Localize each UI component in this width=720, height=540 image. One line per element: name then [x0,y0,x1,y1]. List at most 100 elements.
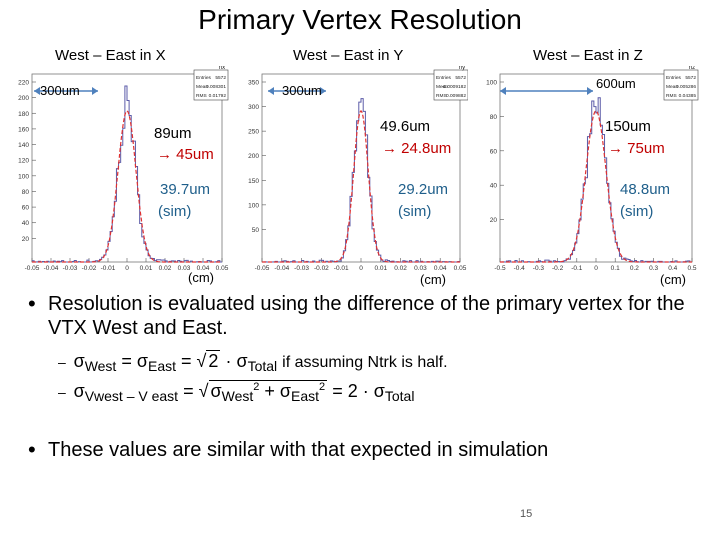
unit-x: (cm) [188,270,214,285]
stats-label: RMS [196,93,207,99]
bullet-2: These values are similar with that expec… [48,439,549,461]
x-tick-label: -0.03 [294,265,309,272]
stats-label: Mean [666,84,678,90]
y-tick-label: 350 [248,80,259,87]
x-tick-label: -0.04 [274,265,289,272]
y-tick-label: 120 [18,158,29,165]
x-tick-label: 0.04 [197,265,210,272]
stats-label: Entries [196,75,212,81]
res-sim-y: 29.2um [398,181,449,198]
x-tick-label: -0.3 [533,265,545,272]
res-data-z: 150um [605,118,651,135]
x-tick-label: 0.01 [374,265,387,272]
x-tick-label: -0.5 [494,265,506,272]
res-data-y: 49.6um [380,118,431,135]
plot-z-label: West – East in Z [533,47,643,64]
stats-box [193,69,229,101]
x-tick-label: -0.05 [255,265,270,272]
y-tick-label: 60 [490,148,498,155]
stats-value: 0.008301 [206,84,226,90]
y-tick-label: 100 [18,173,29,180]
y-tick-label: 200 [248,153,259,160]
unit-y: (cm) [420,272,446,287]
stats-value: 0.01792 [209,93,227,99]
x-tick-label: 0.2 [630,265,639,272]
x-tick-label: -0.01 [334,265,349,272]
stats-value: 0.04385 [679,93,697,99]
y-tick-label: 300 [248,104,259,111]
stats-value: -0.0009182 [442,84,467,90]
stats-label: Entries [666,75,682,81]
x-tick-label: 0 [594,265,598,272]
y-tick-label: 40 [22,220,30,227]
x-tick-label: 0.03 [414,265,427,272]
slide-title: Primary Vertex Resolution [198,4,522,35]
x-tick-label: -0.02 [82,265,97,272]
arrow-right-icon: → [608,140,628,157]
y-tick-label: 220 [18,80,29,87]
y-tick-label: 250 [248,129,259,136]
res-corrected-x: → 45um [157,146,214,163]
fit-curve [32,110,222,263]
x-tick-label: 0.04 [434,265,447,272]
res-corrected-y: → 24.8um [382,140,452,157]
plot-frame [499,73,693,263]
stats-name: hz [689,66,695,71]
x-tick-label: -0.2 [552,265,564,272]
x-tick-label: 0.02 [159,265,172,272]
x-tick-label: -0.1 [571,265,583,272]
bullet-dot-icon: • [28,291,36,316]
stats-box [663,69,699,101]
stats-label: RMS [436,93,447,99]
x-tick-label: 0.3 [649,265,658,272]
formula-2: – σVwest – V east = √ σWest2 + σEast2 = 2… [58,380,415,404]
plot-y-label: West – East in Y [293,47,404,64]
plot-frame [261,73,461,263]
y-tick-label: 80 [22,189,30,196]
stats-label: RMS [666,93,677,99]
stats-name: hy [459,66,465,71]
arrow-left-icon [500,87,506,95]
x-tick-label: 0 [125,265,129,272]
x-tick-label: 0.5 [687,265,696,272]
histogram-y: 350 300 250 200 150 100 50 -0.05 -0.04 -0.03 -0.02… [248,66,468,272]
fit-curve [500,110,692,263]
arrow-right-icon [320,87,326,95]
y-tick-label: 160 [18,126,29,133]
x-tick-label: 0.05 [216,265,229,272]
sim-label-y: (sim) [398,203,432,220]
width-marker-z: 600um [596,76,636,91]
unit-z: (cm) [660,272,686,287]
arrow-right-icon [587,87,593,95]
x-tick-label: 0.4 [668,265,677,272]
res-sim-z: 48.8um [620,181,671,198]
arrow-right-icon [92,87,98,95]
y-tick-label: 150 [248,178,259,185]
res-sim-x: 39.7um [160,181,211,198]
stats-value: 5572 [685,75,696,81]
res-corrected-z: → 75um [608,140,665,157]
y-tick-label: 40 [490,183,498,190]
width-marker-y: 300um [282,83,322,98]
bullet-dot-icon: • [28,437,36,462]
x-tick-label: 0.03 [178,265,191,272]
arrow-left-icon [268,87,274,95]
histogram-line [32,85,222,263]
x-tick-label: -0.01 [101,265,116,272]
y-tick-label: 50 [252,227,260,234]
stats-label: Mean [196,84,208,90]
stats-value: 5572 [455,75,466,81]
y-tick-label: 80 [490,114,498,121]
stats-value: 5572 [215,75,226,81]
arrow-left-icon [34,87,40,95]
y-tick-label: 180 [18,111,29,118]
y-tick-label: 140 [18,142,29,149]
x-tick-label: 0.02 [394,265,407,272]
x-tick-label: -0.4 [514,265,526,272]
bullet-1: Resolution is evaluated using the differ… [48,293,685,339]
width-marker-x: 300um [40,83,80,98]
y-tick-label: 20 [490,217,498,224]
stats-box [433,69,468,101]
x-tick-label: 0 [359,265,363,272]
